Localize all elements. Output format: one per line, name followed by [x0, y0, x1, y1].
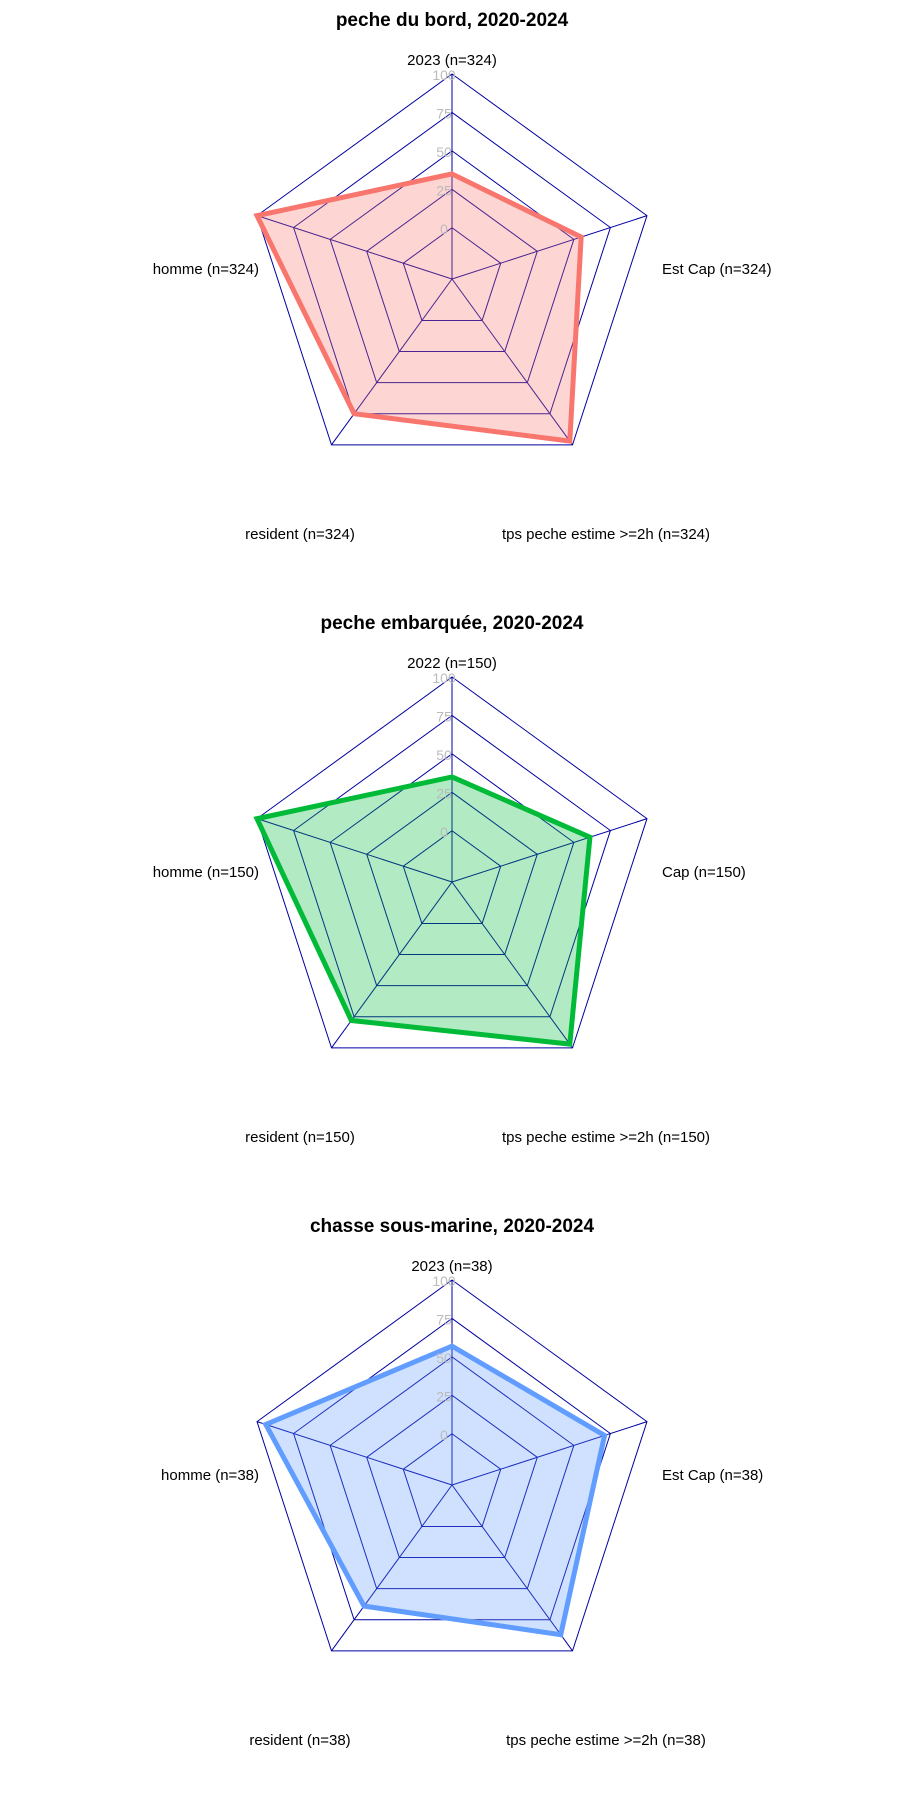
- axis-label-top: 2022 (n=150): [407, 655, 497, 672]
- spoke-3: [331, 278, 453, 446]
- grid-ring-1: [366, 791, 538, 956]
- chart-title: peche embarquée, 2020-2024: [321, 613, 584, 634]
- spoke-1: [451, 818, 648, 883]
- grid-ring-2: [329, 753, 575, 987]
- spoke-2: [451, 278, 573, 446]
- axis-label-2: tps peche estime >=2h (n=324): [502, 526, 710, 543]
- tick-label: 100: [432, 1273, 456, 1289]
- axis-label-4: homme (n=38): [161, 1467, 259, 1484]
- grid-ring-3: [293, 714, 611, 1018]
- tick-label: 50: [436, 144, 452, 160]
- axis-label-1: Est Cap (n=324): [662, 261, 772, 278]
- grid-ring-0: [402, 1433, 502, 1527]
- tick-label: 25: [436, 1388, 452, 1404]
- spoke-4: [256, 818, 453, 883]
- tick-label: 75: [436, 105, 452, 121]
- axis-label-3: resident (n=38): [249, 1732, 350, 1749]
- spoke-2: [451, 1484, 573, 1652]
- grid-ring-1: [366, 1394, 538, 1559]
- data-series-polygon: [262, 1343, 608, 1638]
- grid-ring-1: [366, 188, 538, 353]
- axis-label-3: resident (n=324): [245, 526, 355, 543]
- tick-label: 100: [432, 670, 456, 686]
- tick-label: 75: [436, 708, 452, 724]
- axis-label-top: 2023 (n=38): [411, 1258, 492, 1275]
- grid-ring-3: [293, 111, 611, 415]
- axis-label-4: homme (n=150): [153, 864, 259, 881]
- tick-label: 0: [440, 1427, 448, 1443]
- axis-label-2: tps peche estime >=2h (n=38): [506, 1732, 706, 1749]
- tick-label: 0: [440, 221, 448, 237]
- tick-label: 0: [440, 824, 448, 840]
- tick-label: 75: [436, 1311, 452, 1327]
- chart-title: peche du bord, 2020-2024: [336, 10, 569, 31]
- axis-label-4: homme (n=324): [153, 261, 259, 278]
- spoke-2: [451, 881, 573, 1049]
- radar-chart-1: peche du bord, 2020-2024 2023 (n=324) 0 25 5…: [153, 10, 772, 543]
- axis-label-2: tps peche estime >=2h (n=150): [502, 1129, 710, 1146]
- axis-label-1: Est Cap (n=38): [662, 1467, 763, 1484]
- spoke-4: [256, 215, 453, 280]
- grid-ring-4: [256, 676, 648, 1049]
- grid-ring-0: [402, 830, 502, 924]
- grid-ring-0: [402, 227, 502, 321]
- tick-label: 50: [436, 747, 452, 763]
- axis-label-3: resident (n=150): [245, 1129, 355, 1146]
- tick-label: 25: [436, 182, 452, 198]
- tick-label: 100: [432, 67, 456, 83]
- spoke-1: [451, 1421, 648, 1486]
- tick-label: 50: [436, 1350, 452, 1366]
- tick-label: 25: [436, 785, 452, 801]
- data-series-polygon: [253, 171, 584, 444]
- chart-title: chasse sous-marine, 2020-2024: [310, 1216, 595, 1237]
- radar-chart-3: chasse sous-marine, 2020-2024 2023 (n=38)…: [161, 1216, 763, 1749]
- axis-label-top: 2023 (n=324): [407, 52, 497, 69]
- spoke-1: [451, 215, 648, 280]
- axis-label-1: Cap (n=150): [662, 864, 746, 881]
- grid-ring-4: [256, 73, 648, 446]
- grid-ring-4: [256, 1279, 648, 1652]
- spoke-3: [331, 1484, 453, 1652]
- data-series-polygon: [253, 774, 593, 1047]
- radar-chart-2: peche embarquée, 2020-2024 2022 (n=150) 0 2…: [153, 613, 746, 1146]
- spoke-4: [256, 1421, 453, 1486]
- grid-ring-2: [329, 1356, 575, 1590]
